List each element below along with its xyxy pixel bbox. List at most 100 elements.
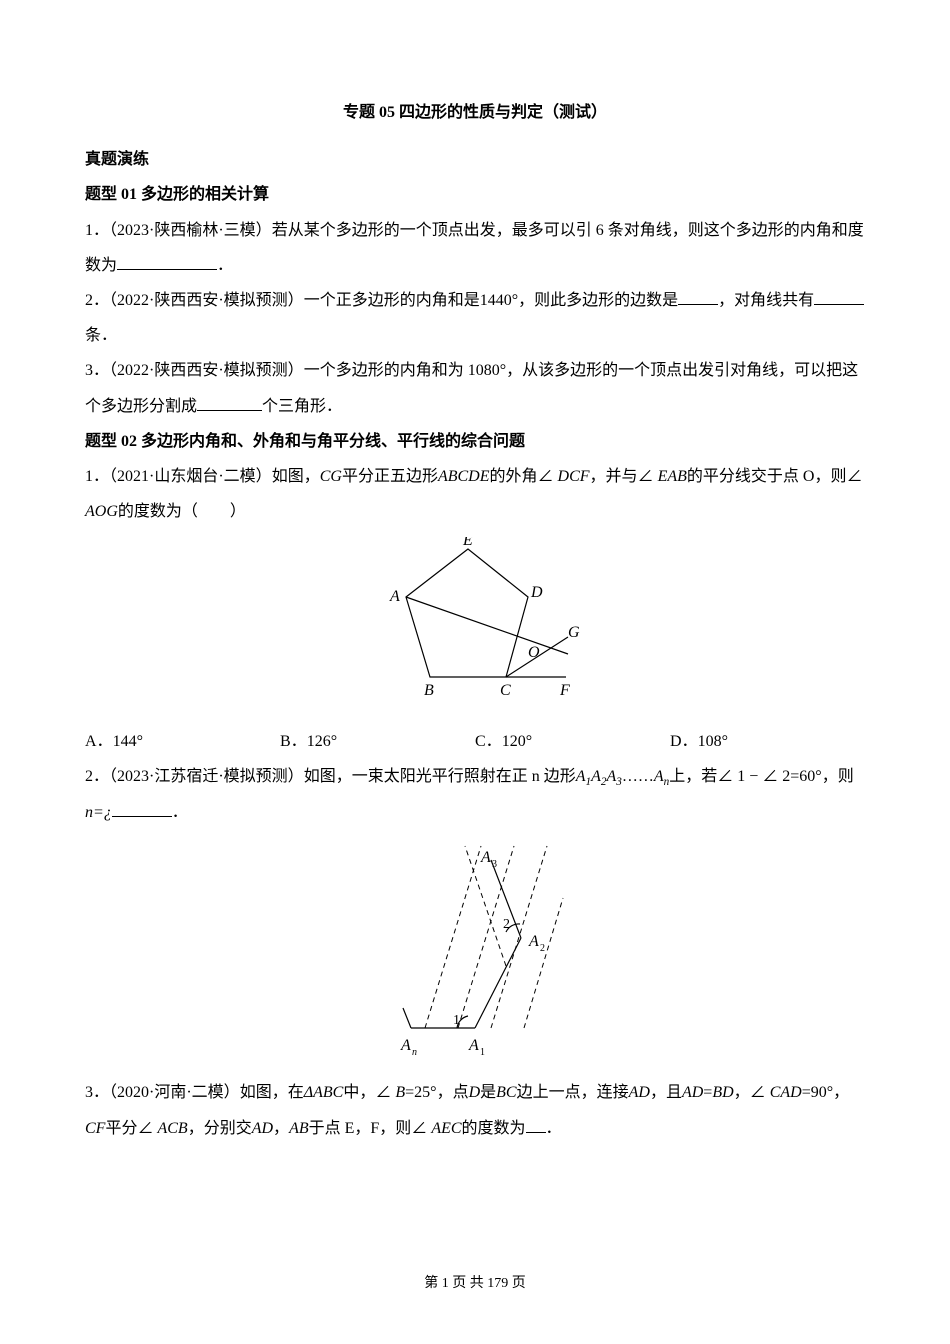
angle-symbol: ∠ — [717, 768, 733, 785]
footer-total: 179 — [487, 1276, 508, 1291]
q-text: 中， — [343, 1084, 375, 1101]
q-text: 个三角形． — [262, 398, 342, 415]
q-text: 平分正五边形 — [342, 468, 438, 485]
q-number: 3． — [85, 1084, 109, 1101]
angle-symbol: ∠ — [538, 468, 554, 485]
svg-text:D: D — [530, 584, 543, 601]
var-abc: ABC — [313, 1084, 343, 1101]
angle-symbol: ∠ — [137, 1120, 153, 1137]
q-text: 条． — [85, 327, 117, 344]
svg-text:B: B — [424, 682, 434, 699]
q-text: ， — [833, 1084, 849, 1101]
opt-val: 126 — [307, 733, 331, 750]
eq90: =90° — [802, 1084, 833, 1101]
angle-symbol: ∠ — [411, 1120, 427, 1137]
opt-label: A． — [85, 733, 113, 750]
option-c: C．120° — [475, 724, 670, 759]
period: ． — [546, 1120, 562, 1137]
svg-text:A: A — [480, 849, 491, 866]
svg-text:2: 2 — [503, 917, 510, 932]
topic01-q3: 3．（2022·陕西西安·模拟预测）一个多边形的内角和为 1080°，从该多边形… — [85, 353, 865, 423]
figure-polygon: A3 A2 A1 An 1 2 — [85, 838, 865, 1063]
q-text: ，且 — [650, 1084, 682, 1101]
q-text: ，点 — [437, 1084, 469, 1101]
pentagon-svg: E A D B C F G O — [368, 537, 583, 712]
deg-value: 1440 — [480, 292, 512, 309]
var-bc: BC — [496, 1084, 516, 1101]
opt-val: 108 — [698, 733, 722, 750]
svg-text:n: n — [412, 1047, 417, 1058]
svg-text:3: 3 — [492, 859, 497, 870]
option-d: D．108° — [670, 724, 865, 759]
angle-symbol: ∠ — [762, 768, 778, 785]
topic01-q2: 2．（2022·陕西西安·模拟预测）一个正多边形的内角和是1440°，则此多边形… — [85, 283, 865, 353]
svg-text:F: F — [559, 682, 570, 699]
document-title: 专题 05 四边形的性质与判定（测试） — [85, 95, 865, 130]
q-text: 的度数为 — [462, 1120, 526, 1137]
footer-page: 1 — [442, 1276, 449, 1291]
blank — [197, 410, 262, 411]
q-number: 2． — [85, 768, 109, 785]
q-text: 上，若 — [669, 768, 717, 785]
eq: = — [703, 1084, 712, 1101]
footer-prefix: 第 — [424, 1276, 442, 1291]
topic-02-heading: 题型 02 多边形内角和、外角和与角平分线、平行线的综合问题 — [85, 424, 865, 459]
sub-3: 3 — [616, 777, 622, 789]
q-number: 3． — [85, 362, 109, 379]
dotless-i: ¿ — [104, 804, 112, 821]
svg-text:A: A — [389, 588, 400, 605]
option-a: A．144° — [85, 724, 280, 759]
opt-label: C． — [475, 733, 502, 750]
var-ad: AD — [252, 1120, 273, 1137]
q-text: ，分别交 — [188, 1120, 252, 1137]
deg-mark: ° — [137, 733, 143, 750]
deg-mark: ° — [526, 733, 532, 750]
blank — [814, 304, 864, 305]
blank — [526, 1132, 546, 1133]
q-text: ， — [734, 1084, 750, 1101]
opt-val: 120 — [502, 733, 526, 750]
angle-symbol: ∠ — [750, 1084, 766, 1101]
deg-mark: ° — [722, 733, 728, 750]
var-a: A — [606, 768, 616, 785]
blank — [117, 269, 217, 270]
page-footer: 第 1 页 共 179 页 — [0, 1269, 950, 1300]
q-text: 2=60°，则 — [782, 768, 853, 785]
q-number: 1． — [85, 222, 109, 239]
option-b: B．126° — [280, 724, 475, 759]
var-ad: AD — [682, 1084, 703, 1101]
opt-val: 144 — [113, 733, 137, 750]
topic-01-heading: 题型 01 多边形的相关计算 — [85, 177, 865, 212]
var-cg: CG — [320, 468, 342, 485]
topic02-q1: 1．（2021·山东烟台·二模）如图，CG平分正五边形ABCDE的外角∠ DCF… — [85, 459, 865, 529]
q-text: ， — [273, 1120, 289, 1137]
deg-mark: ° — [331, 733, 337, 750]
svg-text:2: 2 — [540, 943, 545, 954]
blank — [112, 816, 172, 817]
q-text: ，对角线共有 — [718, 292, 814, 309]
var-a: A — [654, 768, 664, 785]
footer-mid: 页 共 — [449, 1276, 488, 1291]
q-source: （2021·山东烟台·二模） — [109, 468, 272, 485]
var-aec: AEC — [431, 1120, 461, 1137]
var-b: B — [395, 1084, 405, 1101]
practice-heading: 真题演练 — [85, 142, 865, 177]
q-source: （2020·河南·二模） — [109, 1084, 240, 1101]
q-text: ，并与 — [590, 468, 638, 485]
q-source: （2022·陕西西安·模拟预测） — [109, 292, 304, 309]
q-text: 如图，一束太阳光平行照射在正 n 边形 — [304, 768, 576, 785]
var-cf: CF — [85, 1120, 105, 1137]
q-number: 2． — [85, 292, 109, 309]
var-d: D — [469, 1084, 481, 1101]
svg-text:E: E — [462, 537, 473, 549]
var-ad: AD — [629, 1084, 650, 1101]
q-text: 如图， — [272, 468, 320, 485]
q-text: 的度数为（ ） — [118, 503, 246, 520]
q-text: 是 — [480, 1084, 496, 1101]
var-a: A — [591, 768, 601, 785]
angle-symbol: ∠ — [375, 1084, 391, 1101]
footer-suffix: 页 — [508, 1276, 526, 1291]
var-bd: BD — [712, 1084, 733, 1101]
blank — [678, 304, 718, 305]
q-text: 于点 E，F，则 — [309, 1120, 412, 1137]
